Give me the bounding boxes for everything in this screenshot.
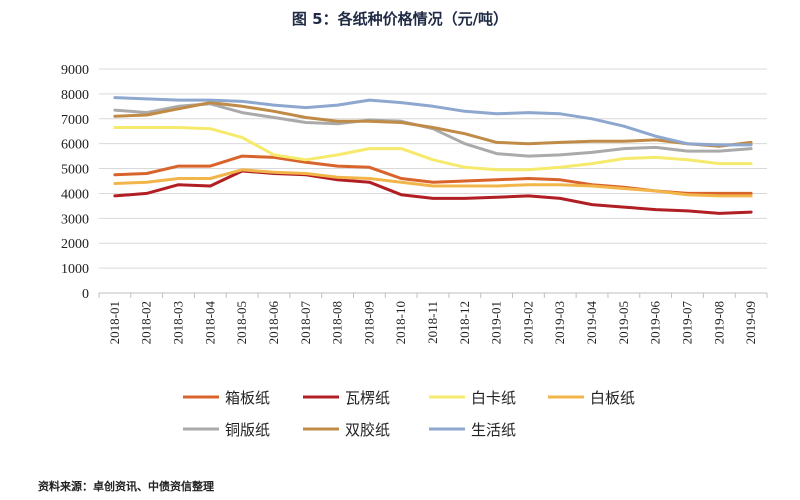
- x-tick-label: 2019-05: [616, 301, 631, 344]
- x-tick-label: 2019-02: [520, 301, 535, 344]
- x-tick-label: 2018-08: [330, 301, 345, 344]
- x-tick-label: 2018-01: [107, 301, 122, 344]
- series-line-生活纸: [113, 96, 753, 147]
- legend-label: 白卡纸: [471, 389, 516, 407]
- legend-label: 箱板纸: [225, 389, 270, 407]
- x-tick-label: 2019-09: [743, 301, 758, 344]
- series-line-瓦楞纸: [113, 169, 753, 215]
- x-tick-label: 2018-04: [202, 301, 217, 345]
- y-tick-label: 5000: [61, 163, 89, 178]
- x-tick-label: 2018-12: [457, 301, 472, 344]
- legend-label: 瓦楞纸: [345, 389, 390, 407]
- legend-label: 铜版纸: [225, 421, 270, 439]
- y-tick-label: 1000: [61, 262, 89, 277]
- x-tick-label: 2018-10: [393, 301, 408, 344]
- y-tick-label: 0: [82, 287, 89, 302]
- legend-label: 白板纸: [590, 389, 635, 407]
- legend-label: 生活纸: [471, 421, 516, 439]
- series-lines: [113, 96, 753, 215]
- y-tick-label: 9000: [61, 63, 89, 78]
- x-tick-label: 2018-07: [298, 301, 313, 345]
- series-line-白卡纸: [113, 126, 753, 172]
- series-line-白板纸: [113, 168, 753, 198]
- x-tick-label: 2019-06: [648, 301, 663, 345]
- x-axis: 2018-01 2018-02 2018-03 2018-04 2018-05 2018-…: [98, 292, 768, 345]
- legend-label: 双胶纸: [345, 421, 390, 439]
- y-tick-label: 6000: [61, 138, 89, 153]
- x-tick-label: 2018-11: [425, 301, 440, 344]
- y-tick-label: 3000: [61, 212, 89, 227]
- x-tick-label: 2018-03: [171, 301, 186, 344]
- source-note: 资料来源：卓创资讯、中债资信整理: [38, 480, 214, 493]
- y-tick-label: 7000: [61, 113, 89, 128]
- series-line-箱板纸: [113, 154, 753, 195]
- y-tick-label: 8000: [61, 88, 89, 103]
- x-tick-label: 2019-08: [711, 301, 726, 344]
- x-tick-label: 2019-03: [552, 301, 567, 344]
- x-tick-label: 2018-05: [234, 301, 249, 344]
- y-tick-label: 2000: [61, 237, 89, 252]
- x-tick-label: 2018-09: [361, 301, 376, 344]
- series-line-双胶纸: [113, 101, 753, 148]
- x-tick-label: 2018-02: [139, 301, 154, 344]
- x-tick-label: 2019-04: [584, 301, 599, 345]
- x-tick-label: 2018-06: [266, 301, 281, 345]
- chart-title: 图 5：各纸种价格情况（元/吨）: [291, 10, 509, 28]
- y-axis: 0 1000 2000 3000 4000 5000 6000 7000 8000 9000: [61, 63, 89, 302]
- y-tick-label: 4000: [61, 187, 89, 202]
- x-tick-label: 2019-07: [679, 301, 694, 345]
- x-tick-label: 2019-01: [489, 301, 504, 344]
